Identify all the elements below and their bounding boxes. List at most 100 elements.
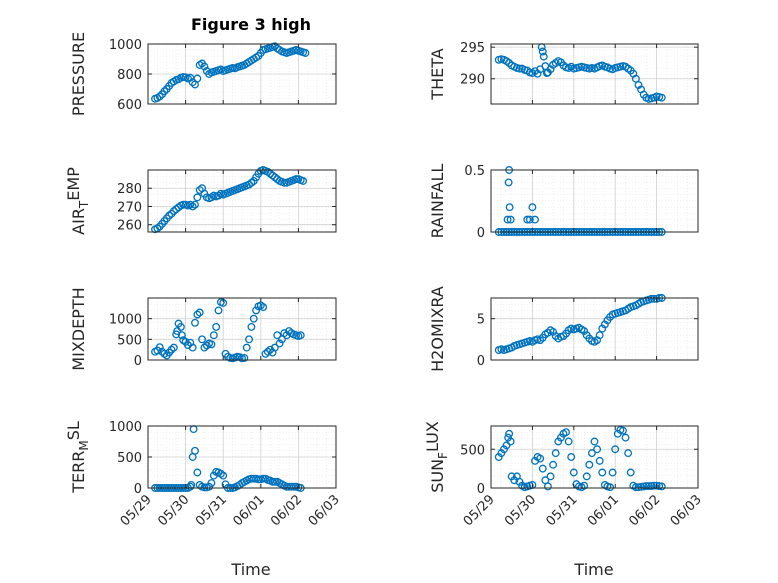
minor-grid xyxy=(147,298,337,360)
data-point xyxy=(219,471,228,480)
data-point xyxy=(569,468,578,477)
x-axis-label-right: Time xyxy=(573,560,613,579)
data-point xyxy=(631,483,640,492)
data-point xyxy=(191,446,199,455)
subplot-7: 0 500 1000 TERRMSL xyxy=(64,420,337,497)
data-point xyxy=(528,203,537,212)
data-point xyxy=(200,62,209,71)
data-point xyxy=(564,437,573,446)
data-point xyxy=(193,193,202,202)
data-series xyxy=(494,43,666,103)
data-point xyxy=(200,483,209,492)
data-point xyxy=(523,215,532,224)
data-point xyxy=(195,308,204,317)
y-tick-label: 1000 xyxy=(109,313,142,328)
data-point xyxy=(214,191,223,200)
data-point xyxy=(567,453,576,461)
y-tick-label: 500 xyxy=(117,333,142,348)
y-tick-label: 5 xyxy=(477,313,485,328)
subplot-grid: 600 800 1000 PRESSURE 290 295 THETA 260 270 280 AI… xyxy=(64,32,705,529)
data-point xyxy=(299,176,308,185)
data-point xyxy=(270,477,279,486)
data-point xyxy=(198,335,206,344)
data-point xyxy=(650,481,658,490)
data-point xyxy=(598,468,607,477)
data-point xyxy=(621,433,630,442)
subplot-3: 260 270 280 AIRTEMP xyxy=(64,166,337,235)
y-tick-label: 1000 xyxy=(109,420,142,435)
y-axis-label: MIXDEPTH xyxy=(69,287,88,370)
subplot-6: 0 5 H2OMIXRA xyxy=(428,286,699,372)
data-point xyxy=(188,202,197,211)
data-series xyxy=(151,298,305,363)
y-axis-label: AIRTEMP xyxy=(64,167,90,235)
data-point xyxy=(657,482,666,491)
axes-box xyxy=(490,43,699,105)
data-point xyxy=(193,468,202,477)
data-point xyxy=(505,429,514,438)
x-tick-label: 05/31 xyxy=(544,492,581,529)
data-point xyxy=(503,215,512,224)
data-point xyxy=(160,87,169,96)
data-point xyxy=(502,441,511,450)
data-point xyxy=(193,74,202,83)
data-point xyxy=(259,303,268,312)
data-point xyxy=(505,203,514,212)
x-tick-label: 05/30 xyxy=(502,492,539,529)
data-point xyxy=(543,482,552,491)
data-point xyxy=(247,322,256,331)
data-point xyxy=(619,426,627,435)
x-tick-label: 06/03 xyxy=(306,492,343,529)
data-point xyxy=(657,93,666,102)
data-point xyxy=(247,178,256,187)
data-point xyxy=(582,472,591,481)
data-point xyxy=(280,178,289,187)
minor-grid xyxy=(490,44,699,104)
data-point xyxy=(240,353,249,362)
y-tick-label: 500 xyxy=(117,451,142,466)
data-point xyxy=(504,178,513,187)
x-axis-label-left: Time xyxy=(230,560,270,579)
data-point xyxy=(270,343,279,352)
y-tick-label: 295 xyxy=(460,41,485,56)
data-point xyxy=(242,343,251,352)
data-series xyxy=(494,294,666,355)
y-tick-label: 800 xyxy=(117,68,142,83)
data-point xyxy=(506,437,515,446)
data-point xyxy=(165,211,174,220)
data-point xyxy=(531,215,539,224)
subplot-1: 600 800 1000 PRESSURE xyxy=(69,32,337,116)
x-tick-label: 05/29 xyxy=(461,492,498,529)
data-point xyxy=(263,347,272,356)
data-point xyxy=(270,42,279,51)
data-point xyxy=(606,483,614,492)
x-tick-label: 06/01 xyxy=(231,492,268,529)
y-axis-label: SUNFLUX xyxy=(423,421,449,493)
data-point xyxy=(207,479,216,487)
data-point xyxy=(216,469,225,478)
data-point xyxy=(301,49,310,57)
subplot-4: 0 0.5 RAINFALL xyxy=(428,164,699,241)
x-tick-label: 06/01 xyxy=(585,492,622,529)
axes-box xyxy=(147,297,337,361)
x-tick-label: 06/03 xyxy=(668,492,705,529)
data-point xyxy=(642,482,651,491)
data-point xyxy=(539,52,548,61)
data-point xyxy=(176,322,185,331)
data-point xyxy=(200,343,209,352)
data-point xyxy=(191,318,199,327)
data-point xyxy=(252,306,261,315)
data-point xyxy=(245,335,253,344)
data-point xyxy=(590,437,599,446)
data-point xyxy=(292,175,300,184)
data-point xyxy=(214,306,223,315)
x-tick-label: 06/02 xyxy=(626,492,663,529)
data-point xyxy=(212,322,221,331)
data-point xyxy=(209,331,218,340)
data-point xyxy=(593,445,602,454)
axes-box xyxy=(147,169,337,233)
subplot-2: 290 295 THETA xyxy=(428,41,699,105)
data-point xyxy=(538,464,547,473)
data-point xyxy=(546,472,555,481)
